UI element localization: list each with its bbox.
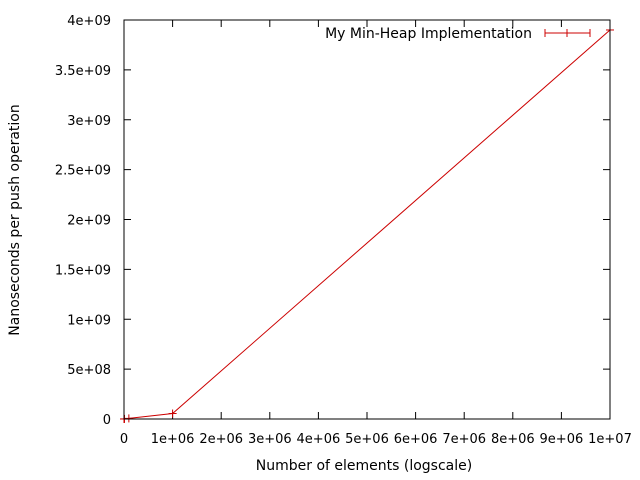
x-tick-label-0: 0 <box>120 432 128 447</box>
x-tick-label-10: 1e+07 <box>588 432 632 447</box>
x-tick-label-7: 7e+06 <box>442 432 486 447</box>
y-tick-label-0: 0 <box>103 413 111 428</box>
y-tick-label-4: 2e+09 <box>67 214 111 229</box>
x-tick-label-5: 5e+06 <box>345 432 389 447</box>
x-tick-label-8: 8e+06 <box>491 432 535 447</box>
x-tick-label-1: 1e+06 <box>151 432 195 447</box>
x-tick-label-6: 6e+06 <box>394 432 438 447</box>
y-tick-label-2: 1e+09 <box>67 313 111 328</box>
data-point-0-5 <box>168 409 177 418</box>
legend-label: My Min-Heap Implementation <box>325 26 532 42</box>
y-tick-label-7: 3.5e+09 <box>55 64 111 79</box>
y-tick-label-6: 3e+09 <box>67 114 111 129</box>
x-axis-title: Number of elements (logscale) <box>256 458 472 474</box>
plot-frame <box>123 19 611 420</box>
y-tick-label-3: 1.5e+09 <box>55 263 111 278</box>
axis-tick-labels: 0 1e+06 2e+06 3e+06 4e+06 5e+06 6e+06 7e+06 8e+0… <box>55 14 632 447</box>
x-tick-label-3: 3e+06 <box>248 432 292 447</box>
x-tick-label-4: 4e+06 <box>297 432 341 447</box>
legend: My Min-Heap Implementation <box>325 26 591 42</box>
x-tick-label-9: 9e+06 <box>540 432 584 447</box>
data-point-0-4 <box>124 414 133 423</box>
y-axis-title: Nanoseconds per push operation <box>7 104 23 335</box>
y-tick-label-5: 2.5e+09 <box>55 164 111 179</box>
y-tick-label-1: 5e+08 <box>67 363 111 378</box>
x-tick-label-2: 2e+06 <box>199 432 243 447</box>
y-tick-label-8: 4e+09 <box>67 14 111 29</box>
